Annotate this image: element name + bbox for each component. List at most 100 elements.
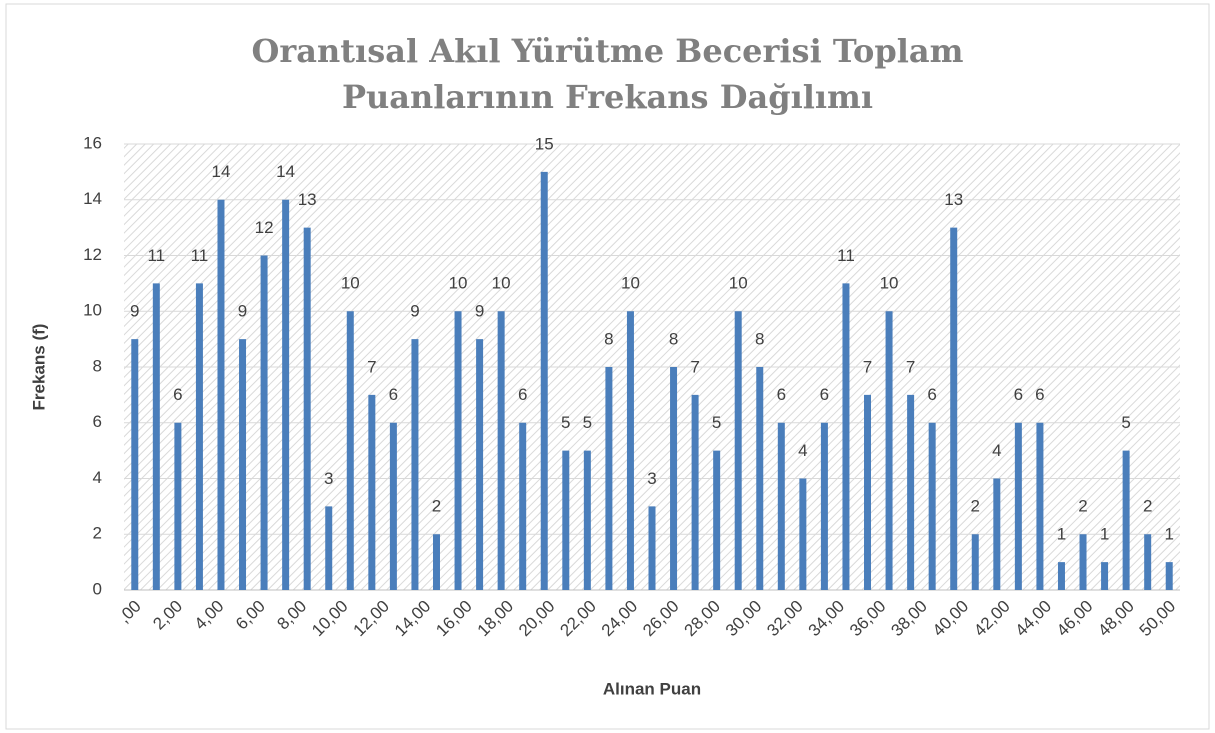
bar — [540, 171, 548, 590]
x-tick-label: 42,00 — [970, 597, 1014, 641]
data-label: 1 — [1100, 525, 1109, 544]
data-label: 2 — [971, 497, 980, 516]
data-label: 5 — [561, 413, 570, 432]
data-label: 6 — [518, 385, 527, 404]
y-axis-title: Frekans (f) — [29, 324, 48, 411]
data-label: 13 — [944, 190, 963, 209]
data-label: 10 — [492, 274, 511, 293]
y-tick-label: 4 — [93, 468, 102, 487]
bar — [174, 422, 182, 590]
y-tick-label: 14 — [83, 189, 102, 208]
x-tick-label: 18,00 — [474, 597, 518, 641]
y-tick-label: 16 — [83, 133, 102, 152]
bar — [691, 394, 699, 590]
data-label: 11 — [837, 246, 855, 265]
bar — [950, 227, 958, 590]
bar — [1165, 562, 1173, 590]
x-tick-label: 12,00 — [350, 597, 394, 641]
bar — [303, 227, 311, 590]
x-tick-label: 22,00 — [556, 597, 600, 641]
data-label: 5 — [1121, 413, 1130, 432]
x-tick-label: 2,00 — [149, 597, 186, 634]
data-label: 6 — [1035, 385, 1044, 404]
x-tick-label: 6,00 — [232, 597, 269, 634]
bar — [971, 534, 979, 590]
y-tick-label: 8 — [93, 356, 102, 375]
bar — [820, 422, 828, 590]
x-tick-label: 48,00 — [1094, 597, 1138, 641]
y-tick-label: 6 — [93, 412, 102, 431]
x-tick-label: 10,00 — [308, 597, 352, 641]
bar — [131, 339, 139, 590]
bar — [626, 311, 634, 590]
data-label: 12 — [255, 218, 274, 237]
bar — [195, 283, 203, 590]
bar — [325, 506, 333, 590]
bar — [432, 534, 440, 590]
data-label: 14 — [212, 162, 231, 181]
bar — [239, 339, 247, 590]
bar — [1036, 422, 1044, 590]
bar — [152, 283, 160, 590]
chart-border — [5, 3, 1210, 730]
bar — [411, 339, 419, 590]
y-tick-label: 12 — [83, 245, 102, 264]
data-label: 15 — [535, 134, 554, 153]
data-label: 5 — [712, 413, 721, 432]
data-label: 9 — [410, 302, 419, 321]
x-tick-label: 34,00 — [805, 597, 849, 641]
data-label: 2 — [432, 497, 441, 516]
data-label: 7 — [863, 357, 872, 376]
data-label: 8 — [669, 329, 678, 348]
bar — [497, 311, 505, 590]
x-tick-label: 24,00 — [598, 597, 642, 641]
bar — [217, 199, 225, 590]
data-label: 6 — [777, 385, 786, 404]
x-axis-title: Alınan Puan — [603, 679, 701, 698]
bar — [713, 450, 721, 590]
data-label: 14 — [276, 162, 295, 181]
data-label: 6 — [173, 385, 182, 404]
x-tick-label: 44,00 — [1012, 597, 1056, 641]
bar — [734, 311, 742, 590]
data-label: 13 — [298, 190, 317, 209]
data-label: 2 — [1143, 497, 1152, 516]
bar — [476, 339, 484, 590]
bar — [389, 422, 397, 590]
data-label: 3 — [647, 469, 656, 488]
bar — [777, 422, 785, 590]
x-tick-label: 8,00 — [273, 597, 310, 634]
bar — [1057, 562, 1065, 590]
data-label: 10 — [449, 274, 468, 293]
x-tick-label: 20,00 — [515, 597, 559, 641]
data-label: 9 — [238, 302, 247, 321]
data-label: 10 — [880, 274, 899, 293]
x-tick-label: 40,00 — [929, 597, 973, 641]
bar — [1101, 562, 1109, 590]
x-tick-label: 30,00 — [722, 597, 766, 641]
bar — [864, 394, 872, 590]
bar — [756, 367, 764, 590]
bar — [583, 450, 591, 590]
bar — [1122, 450, 1130, 590]
bar — [605, 367, 613, 590]
x-tick-label: 32,00 — [763, 597, 807, 641]
data-label: 7 — [906, 357, 915, 376]
data-label: 3 — [324, 469, 333, 488]
x-tick-label: 50,00 — [1136, 597, 1180, 641]
bar — [346, 311, 354, 590]
data-label: 11 — [147, 246, 165, 265]
y-tick-label: 2 — [93, 524, 102, 543]
bar — [562, 450, 570, 590]
x-tick-label: 28,00 — [681, 597, 725, 641]
bar — [368, 394, 376, 590]
x-tick-label: 16,00 — [432, 597, 476, 641]
data-label: 10 — [621, 274, 640, 293]
data-label: 4 — [992, 441, 1001, 460]
data-label: 5 — [583, 413, 592, 432]
x-tick-label: 4,00 — [191, 597, 228, 634]
data-label: 1 — [1057, 525, 1066, 544]
chart-title: Orantısal Akıl Yürütme Becerisi Toplam P… — [251, 32, 964, 116]
data-label: 6 — [1014, 385, 1023, 404]
